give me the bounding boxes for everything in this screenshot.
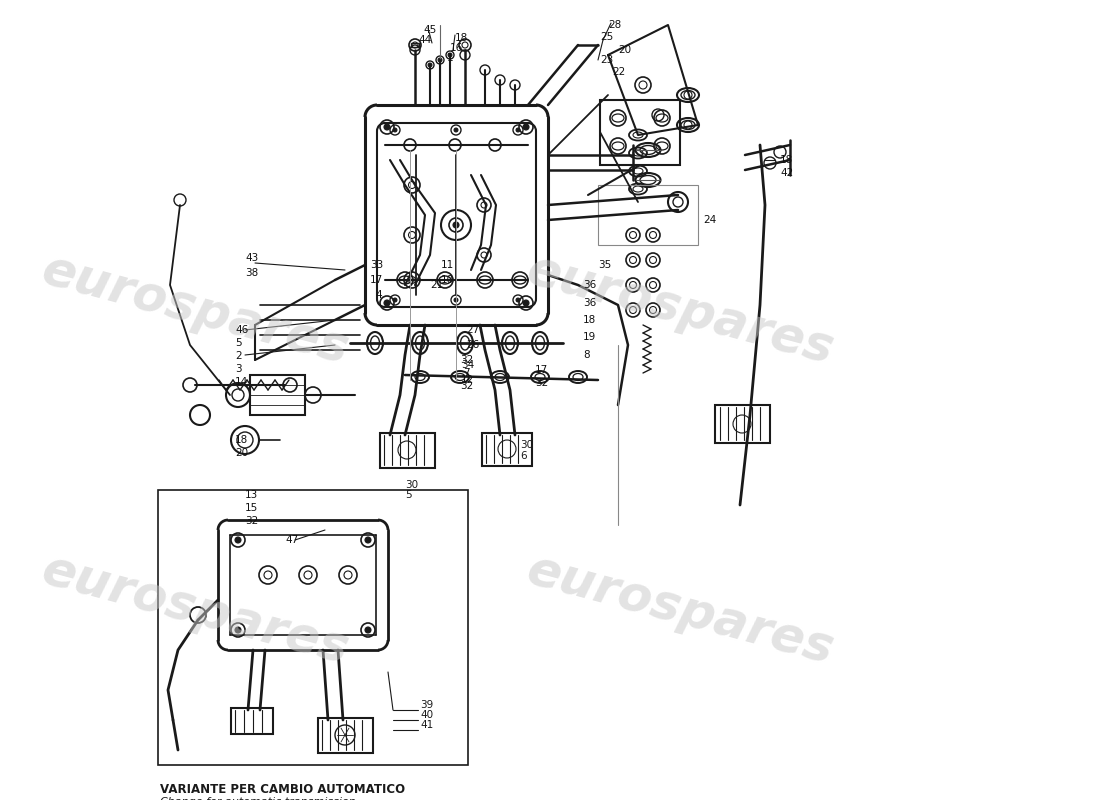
Circle shape	[384, 300, 390, 306]
Text: 13: 13	[245, 490, 258, 500]
Circle shape	[428, 63, 432, 67]
Text: 15: 15	[245, 503, 258, 513]
Circle shape	[454, 298, 458, 302]
Text: 6: 6	[520, 451, 527, 461]
Text: eurospares: eurospares	[521, 546, 839, 674]
Bar	[318, 718, 373, 753]
Text: 2: 2	[235, 351, 242, 361]
Circle shape	[453, 222, 459, 228]
Text: 32: 32	[460, 355, 473, 365]
Circle shape	[438, 58, 442, 62]
Circle shape	[365, 537, 371, 543]
Text: 24: 24	[703, 215, 716, 225]
Text: 12: 12	[461, 375, 474, 385]
Text: 18: 18	[583, 315, 596, 325]
Circle shape	[516, 298, 520, 302]
Text: 30: 30	[405, 480, 418, 490]
Text: 38: 38	[245, 268, 258, 278]
Text: 46: 46	[235, 325, 249, 335]
Text: 32: 32	[245, 516, 258, 526]
Bar	[379, 433, 434, 468]
Circle shape	[516, 128, 520, 132]
Bar	[715, 405, 770, 443]
Circle shape	[235, 627, 241, 633]
Text: eurospares: eurospares	[36, 246, 354, 374]
Text: eurospares: eurospares	[521, 246, 839, 374]
Circle shape	[522, 300, 529, 306]
Text: Change for automatic transmission: Change for automatic transmission	[160, 797, 355, 800]
Text: 30: 30	[520, 440, 534, 450]
Text: 4: 4	[375, 290, 382, 300]
Text: 18: 18	[455, 33, 469, 43]
Text: 26: 26	[466, 340, 480, 350]
Text: 11: 11	[441, 260, 454, 270]
Text: 27: 27	[466, 325, 480, 335]
Text: 34: 34	[461, 360, 474, 370]
Text: 23: 23	[600, 55, 614, 65]
Bar	[598, 185, 698, 245]
Text: 5: 5	[235, 338, 242, 348]
Bar	[231, 708, 273, 734]
Text: 3: 3	[235, 364, 242, 374]
Circle shape	[393, 298, 397, 302]
Text: 18: 18	[235, 435, 249, 445]
Text: 25: 25	[600, 32, 614, 42]
Text: 39: 39	[420, 700, 433, 710]
Text: 20: 20	[618, 45, 631, 55]
Text: 36: 36	[583, 298, 596, 308]
Text: 17: 17	[535, 365, 548, 375]
Bar	[411, 43, 419, 47]
Text: 35: 35	[598, 260, 612, 270]
Text: 42: 42	[780, 168, 793, 178]
Text: 28: 28	[608, 20, 622, 30]
Text: 33: 33	[370, 260, 383, 270]
Circle shape	[454, 128, 458, 132]
Text: 44: 44	[418, 35, 431, 45]
Text: 20: 20	[235, 448, 249, 458]
Circle shape	[393, 128, 397, 132]
Circle shape	[448, 53, 452, 57]
Bar	[158, 490, 468, 765]
Text: 45: 45	[424, 25, 437, 35]
Text: 18: 18	[780, 155, 793, 165]
Bar	[250, 375, 305, 415]
Text: 43: 43	[245, 253, 258, 263]
Text: 5: 5	[405, 490, 411, 500]
Bar	[600, 100, 680, 165]
Text: 40: 40	[420, 710, 433, 720]
Text: 8: 8	[583, 350, 590, 360]
Text: 10: 10	[441, 275, 454, 285]
Text: 32: 32	[460, 381, 473, 391]
Circle shape	[522, 124, 529, 130]
Text: 32: 32	[535, 378, 548, 388]
Circle shape	[365, 627, 371, 633]
Text: 1: 1	[447, 53, 453, 63]
Text: eurospares: eurospares	[36, 546, 354, 674]
Text: 41: 41	[420, 720, 433, 730]
Text: 21: 21	[430, 280, 443, 290]
Text: 7: 7	[463, 368, 470, 378]
Text: 17: 17	[370, 275, 383, 285]
Text: 16: 16	[450, 43, 463, 53]
Bar	[482, 433, 532, 466]
Text: 36: 36	[583, 280, 596, 290]
Text: 14: 14	[235, 377, 249, 387]
Text: 22: 22	[612, 67, 625, 77]
Circle shape	[384, 124, 390, 130]
Text: 47: 47	[285, 535, 298, 545]
Text: VARIANTE PER CAMBIO AUTOMATICO: VARIANTE PER CAMBIO AUTOMATICO	[160, 783, 405, 796]
Circle shape	[235, 537, 241, 543]
Text: 19: 19	[583, 332, 596, 342]
